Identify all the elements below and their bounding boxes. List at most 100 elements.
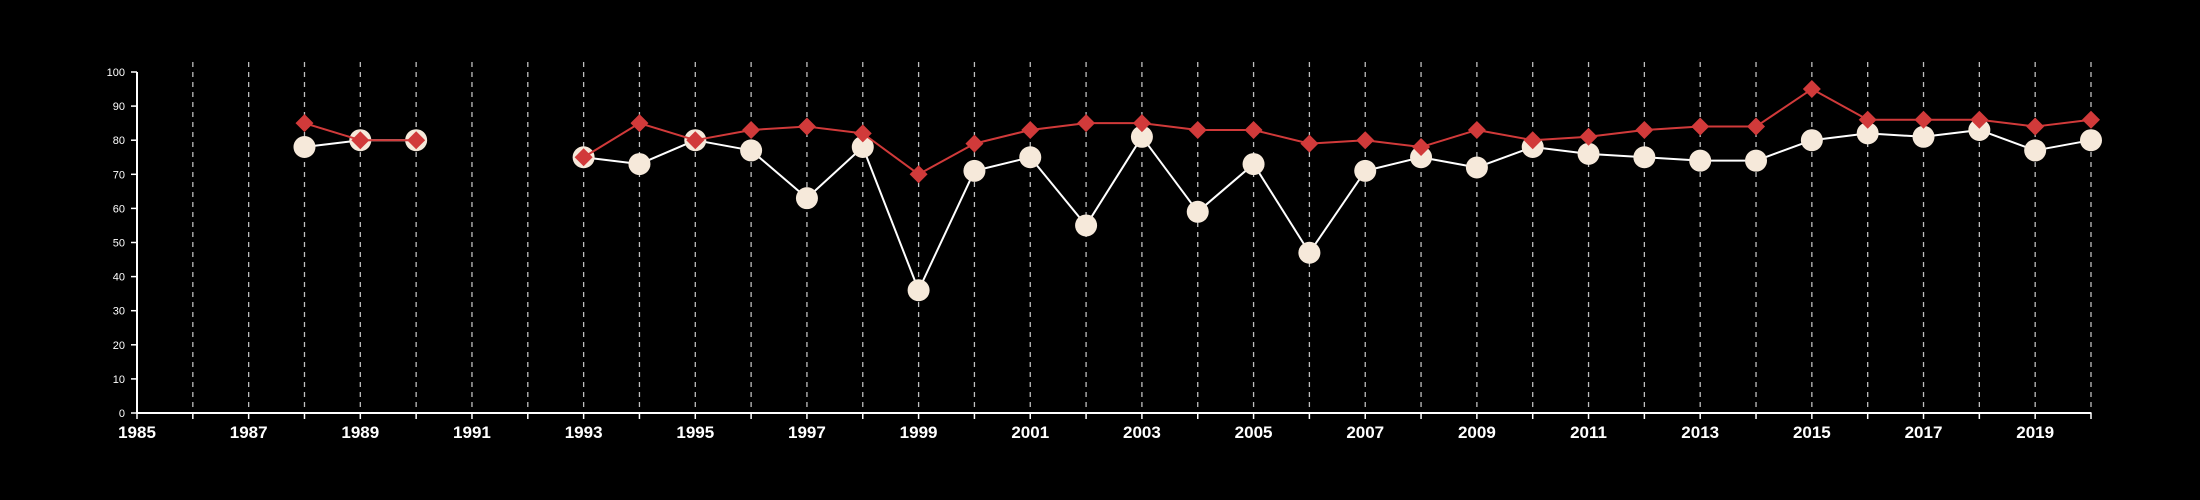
y-tick-label: 70 bbox=[113, 169, 125, 181]
series-line-segment bbox=[806, 146, 864, 199]
data-point bbox=[1912, 125, 1935, 148]
series-line-segment bbox=[1644, 125, 1701, 131]
data-point bbox=[1577, 142, 1600, 165]
series-line-segment bbox=[304, 122, 361, 142]
data-point bbox=[1689, 149, 1712, 172]
series-line-segment bbox=[1029, 156, 1087, 227]
series-line-segment bbox=[2035, 118, 2092, 128]
data-point bbox=[1244, 120, 1263, 139]
series-line-segment bbox=[1476, 128, 1533, 142]
series-line-segment bbox=[1979, 118, 2036, 128]
data-point bbox=[853, 124, 872, 143]
series-line-segment bbox=[1811, 88, 1869, 121]
data-point bbox=[2024, 139, 2047, 162]
x-tick-label: 1987 bbox=[230, 423, 268, 442]
series-line-segment bbox=[917, 170, 976, 291]
series-line-segment bbox=[974, 128, 1031, 145]
series-line-segment bbox=[862, 132, 920, 176]
data-point bbox=[1523, 131, 1542, 150]
data-point bbox=[686, 131, 705, 150]
series-line-segment bbox=[583, 122, 640, 159]
x-tick-label: 1995 bbox=[676, 423, 714, 442]
y-tick-label: 100 bbox=[107, 67, 125, 79]
y-tick-label: 30 bbox=[113, 306, 125, 318]
data-point bbox=[1300, 134, 1319, 153]
data-point bbox=[851, 136, 874, 159]
x-tick-label: 1993 bbox=[565, 423, 603, 442]
data-point bbox=[740, 139, 763, 162]
y-tick-label: 40 bbox=[113, 272, 125, 284]
x-tick-label: 2013 bbox=[1681, 423, 1719, 442]
data-point bbox=[630, 114, 649, 133]
x-tick-label: 2009 bbox=[1458, 423, 1496, 442]
data-point bbox=[1856, 122, 1879, 145]
series-line-segment bbox=[1253, 128, 1310, 145]
data-point bbox=[628, 153, 651, 176]
data-point bbox=[909, 165, 928, 184]
data-point bbox=[795, 187, 818, 210]
data-point bbox=[965, 134, 984, 153]
data-point bbox=[1745, 149, 1768, 172]
data-point bbox=[1354, 159, 1377, 182]
data-point bbox=[1412, 138, 1431, 157]
series-line-segment bbox=[1197, 163, 1255, 213]
y-tick-label: 10 bbox=[113, 374, 125, 386]
x-tick-label: 2015 bbox=[1793, 423, 1831, 442]
series-line-segment bbox=[1532, 135, 1589, 142]
series-line-segment bbox=[1030, 122, 1087, 131]
data-point bbox=[2026, 117, 2045, 136]
data-point bbox=[1579, 127, 1598, 146]
data-point bbox=[1800, 129, 1823, 152]
series-line-segment bbox=[1308, 170, 1367, 254]
data-point bbox=[1019, 146, 1042, 169]
x-tick-label: 2001 bbox=[1011, 423, 1049, 442]
data-point bbox=[1132, 114, 1151, 133]
series-2 bbox=[295, 80, 2100, 184]
series-line-segment bbox=[1365, 139, 1422, 149]
series-line-segment bbox=[806, 125, 863, 135]
x-tick-label: 1985 bbox=[118, 423, 156, 442]
x-tick-label: 2017 bbox=[1905, 423, 1943, 442]
data-point bbox=[1356, 131, 1375, 150]
x-tick-label: 2007 bbox=[1346, 423, 1384, 442]
data-point bbox=[797, 117, 816, 136]
data-point bbox=[1747, 117, 1766, 136]
series-line-segment bbox=[639, 122, 696, 142]
x-tick-label: 2019 bbox=[2016, 423, 2054, 442]
x-tick-label: 2005 bbox=[1235, 423, 1273, 442]
data-point bbox=[1075, 214, 1098, 237]
y-tick-label: 80 bbox=[113, 135, 125, 147]
data-point bbox=[907, 279, 930, 302]
x-tick-label: 1991 bbox=[453, 423, 491, 442]
axes: 0 10 20 30 40 50 60 70 80 90 100 1985 1987 1989 1991 19… bbox=[107, 67, 2092, 442]
y-tick-label: 0 bbox=[119, 408, 125, 420]
data-point bbox=[1465, 156, 1488, 179]
series-line-segment bbox=[695, 128, 752, 142]
data-series bbox=[293, 80, 2102, 302]
gridlines bbox=[192, 62, 2092, 413]
series-line-segment bbox=[751, 125, 808, 131]
series-line-segment bbox=[918, 142, 975, 176]
data-point bbox=[1635, 120, 1654, 139]
series-line-segment bbox=[1755, 88, 1813, 128]
x-tick-label: 1997 bbox=[788, 423, 826, 442]
data-point bbox=[1633, 146, 1656, 169]
series-line-segment bbox=[750, 149, 808, 199]
y-tick-label: 60 bbox=[113, 203, 125, 215]
x-tick-label: 2003 bbox=[1123, 423, 1161, 442]
data-point bbox=[1968, 118, 1991, 141]
series-line-segment bbox=[1141, 136, 1199, 213]
data-point bbox=[1410, 146, 1433, 169]
data-point bbox=[963, 159, 986, 182]
data-point bbox=[293, 136, 316, 159]
data-point bbox=[1914, 110, 1933, 129]
series-line-segment bbox=[1252, 163, 1311, 254]
y-tick-label: 90 bbox=[113, 101, 125, 113]
data-point bbox=[1802, 80, 1821, 99]
x-tick-label: 1989 bbox=[341, 423, 379, 442]
data-point bbox=[1188, 120, 1207, 139]
data-point bbox=[1130, 125, 1153, 148]
series-line-segment bbox=[1141, 122, 1198, 131]
